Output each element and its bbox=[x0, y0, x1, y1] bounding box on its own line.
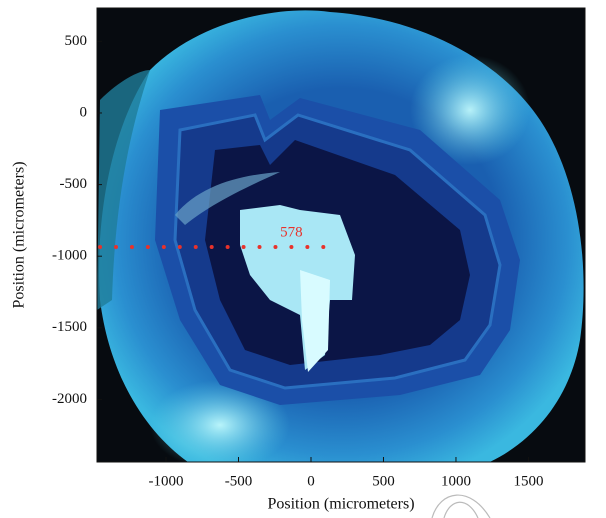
y-tick-label: -500 bbox=[60, 176, 88, 192]
data-point bbox=[113, 245, 118, 250]
y-tick-label: -1500 bbox=[52, 319, 87, 335]
x-tick-label: 1500 bbox=[513, 473, 543, 489]
data-point bbox=[257, 245, 262, 250]
data-point bbox=[161, 245, 166, 250]
data-point bbox=[209, 245, 214, 250]
watermark bbox=[431, 494, 491, 518]
data-point bbox=[289, 245, 294, 250]
data-point bbox=[177, 245, 182, 250]
data-point bbox=[225, 245, 230, 250]
x-tick-label: -1000 bbox=[149, 473, 184, 489]
data-point bbox=[305, 245, 310, 250]
data-point bbox=[98, 245, 103, 250]
plot-frame bbox=[96, 7, 586, 463]
data-point bbox=[241, 245, 246, 250]
x-tick-label: -500 bbox=[225, 473, 253, 489]
y-axis-title: Position (micrometers) bbox=[11, 161, 28, 308]
y-tick-label: -1000 bbox=[52, 248, 87, 264]
x-tick-label: 1000 bbox=[441, 473, 471, 489]
x-tick-label: 0 bbox=[307, 473, 315, 489]
x-tick-label: 500 bbox=[372, 473, 395, 489]
y-tick-label: 0 bbox=[80, 104, 88, 120]
data-point bbox=[129, 245, 134, 250]
x-axis-title: Position (micrometers) bbox=[267, 496, 414, 513]
sample-image bbox=[97, 8, 585, 462]
data-point bbox=[321, 245, 326, 250]
y-tick-label: -2000 bbox=[52, 391, 87, 407]
data-point bbox=[273, 245, 278, 250]
y-tick-label: 500 bbox=[65, 33, 88, 49]
annotation: 578 bbox=[280, 224, 303, 240]
data-point bbox=[145, 245, 150, 250]
data-point bbox=[193, 245, 198, 250]
